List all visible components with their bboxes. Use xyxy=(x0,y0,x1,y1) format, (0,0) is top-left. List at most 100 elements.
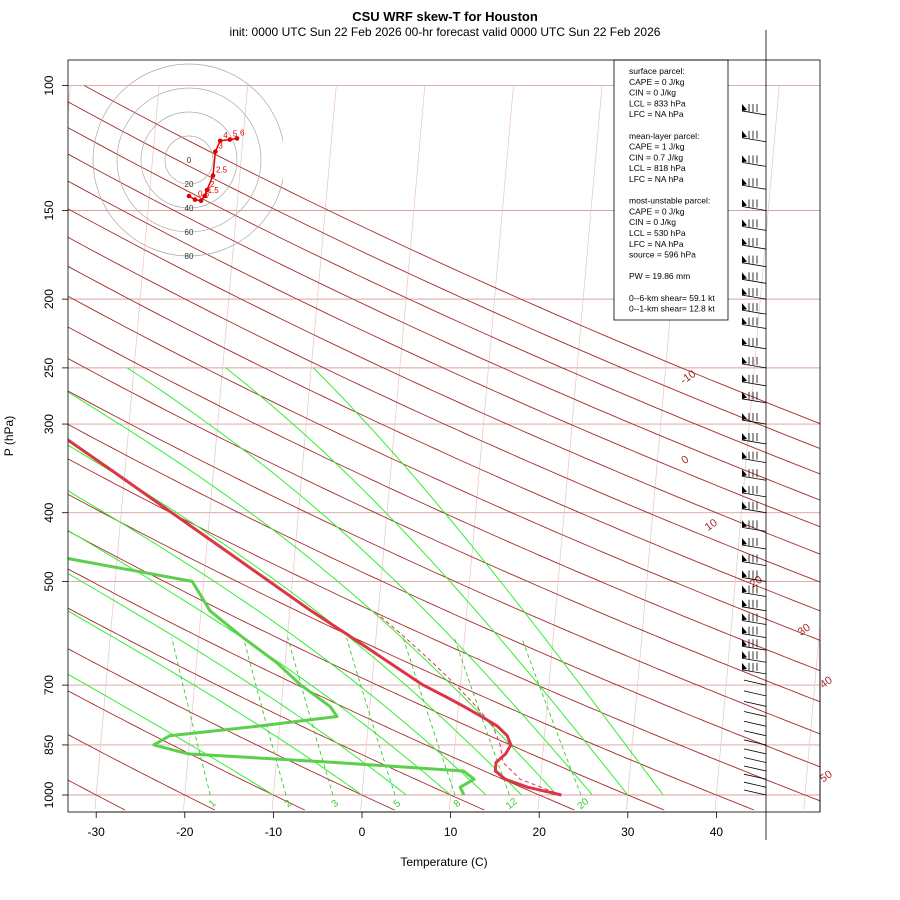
wind-barb xyxy=(741,137,767,143)
mixing-ratio-line xyxy=(521,637,582,796)
wind-barb xyxy=(741,363,767,369)
hodograph-ring xyxy=(140,111,238,209)
wind-barb xyxy=(741,669,767,675)
wind-barb xyxy=(741,184,767,190)
hodograph-point xyxy=(186,193,192,199)
wind-barb-flag xyxy=(742,599,747,607)
wind-barb-flag xyxy=(742,255,747,263)
stats-line: PW = 19.86 mm xyxy=(629,271,690,281)
mixing-ratio-label: 12 xyxy=(504,796,520,812)
wind-barb xyxy=(741,309,767,315)
wind-barb xyxy=(743,711,767,717)
hodograph-point xyxy=(213,149,218,154)
isotherm-label: 30 xyxy=(796,622,813,639)
dry-adiabat xyxy=(68,607,485,811)
dry-adiabat xyxy=(68,458,820,802)
hodograph-point-label: 4 xyxy=(223,131,228,140)
dry-adiabat xyxy=(68,180,820,528)
x-tick-label: 40 xyxy=(710,825,724,839)
hodograph-point xyxy=(192,197,198,202)
moist-adiabat xyxy=(225,367,629,796)
hodograph-point xyxy=(198,198,204,204)
stats-line: LCL = 530 hPa xyxy=(629,228,686,238)
moist-adiabat xyxy=(68,391,558,796)
wind-barb xyxy=(743,773,767,780)
hodograph-point xyxy=(227,137,233,142)
dry-adiabat xyxy=(68,127,820,475)
wind-barb-flag xyxy=(742,451,747,459)
isotherm-label: -10 xyxy=(678,368,698,387)
mixing-ratio-line xyxy=(453,637,510,796)
stats-line: most-unstable parcel: xyxy=(629,196,710,206)
dry-adiabat xyxy=(68,295,820,641)
wind-barb-flag xyxy=(742,639,747,647)
mixing-ratio-labels: 1 2 3 5 8 12 20 xyxy=(207,796,592,812)
wind-barb xyxy=(741,162,767,167)
stats-line: source = 596 hPa xyxy=(629,250,696,260)
stats-box-border xyxy=(613,59,729,321)
x-axis: -30 -20 -10 0 10 20 30 40 xyxy=(88,811,724,839)
hodograph-ring xyxy=(92,63,283,257)
wind-barb-flag xyxy=(742,391,747,399)
y-tick-label: 100 xyxy=(42,75,56,95)
moist-adiabat xyxy=(68,610,363,796)
dry-adiabat xyxy=(68,101,820,449)
wind-barb-flag xyxy=(742,155,747,163)
moist-adiabat xyxy=(127,367,593,796)
stats-line: mean-layer parcel: xyxy=(629,131,699,141)
stats-line: LCL = 818 hPa xyxy=(629,163,686,173)
x-tick-label: 20 xyxy=(533,825,547,839)
hodograph-rings xyxy=(92,63,283,257)
wind-barb xyxy=(741,324,767,329)
moist-adiabat xyxy=(312,367,664,796)
wind-barb xyxy=(741,544,767,550)
dry-adiabat xyxy=(68,530,665,811)
stats-line: LFC = NA hPa xyxy=(629,109,684,119)
wind-barb-flag xyxy=(742,317,747,325)
mixing-ratio-line xyxy=(402,637,456,796)
isotherm xyxy=(714,85,780,811)
mixing-ratio-label: 8 xyxy=(452,798,464,810)
hodograph-ring-label: 0 xyxy=(187,156,192,165)
dry-adiabat xyxy=(68,153,820,501)
hodograph-ring-label: 60 xyxy=(185,228,194,237)
wind-barb-flag xyxy=(742,374,747,382)
wind-barb xyxy=(741,633,767,639)
isotherm xyxy=(892,86,900,810)
wind-barb xyxy=(743,789,767,796)
x-tick-label: 30 xyxy=(621,825,635,839)
wind-barb xyxy=(743,748,767,755)
mixing-ratio-label: 1 xyxy=(207,798,219,810)
wind-barb xyxy=(741,244,767,250)
dry-adiabat xyxy=(68,423,820,768)
parcel-trace xyxy=(373,610,562,796)
wind-barb xyxy=(741,526,767,532)
x-tick-label: 0 xyxy=(359,825,366,839)
wind-barb xyxy=(741,278,767,284)
wind-barb xyxy=(743,739,767,746)
hodograph-point-label: 6 xyxy=(240,128,245,137)
y-tick-label: 500 xyxy=(42,571,56,591)
hodograph-ring-label: 40 xyxy=(185,204,194,213)
wind-barb-flag xyxy=(742,662,747,670)
y-tick-label: 700 xyxy=(42,675,56,695)
wind-barb xyxy=(741,262,767,268)
stats-line: LFC = NA hPa xyxy=(629,239,684,249)
y-tick-label: 200 xyxy=(42,289,56,309)
stats-line: CIN = 0 J/kg xyxy=(629,217,676,227)
isotherm-label: 40 xyxy=(818,674,835,691)
wind-barb xyxy=(743,781,767,788)
stats-line: CAPE = 0 J/kg xyxy=(629,206,685,216)
isotherm xyxy=(448,85,514,811)
wind-barb-flag xyxy=(742,337,747,345)
wind-barbs xyxy=(741,30,767,840)
dry-adiabat xyxy=(68,236,820,583)
hodograph-ring xyxy=(164,135,214,185)
wind-barb-flag xyxy=(742,520,747,528)
hodograph-point-label: 2 xyxy=(210,180,215,189)
isotherm xyxy=(360,85,426,811)
wind-barb-flag xyxy=(742,130,747,138)
